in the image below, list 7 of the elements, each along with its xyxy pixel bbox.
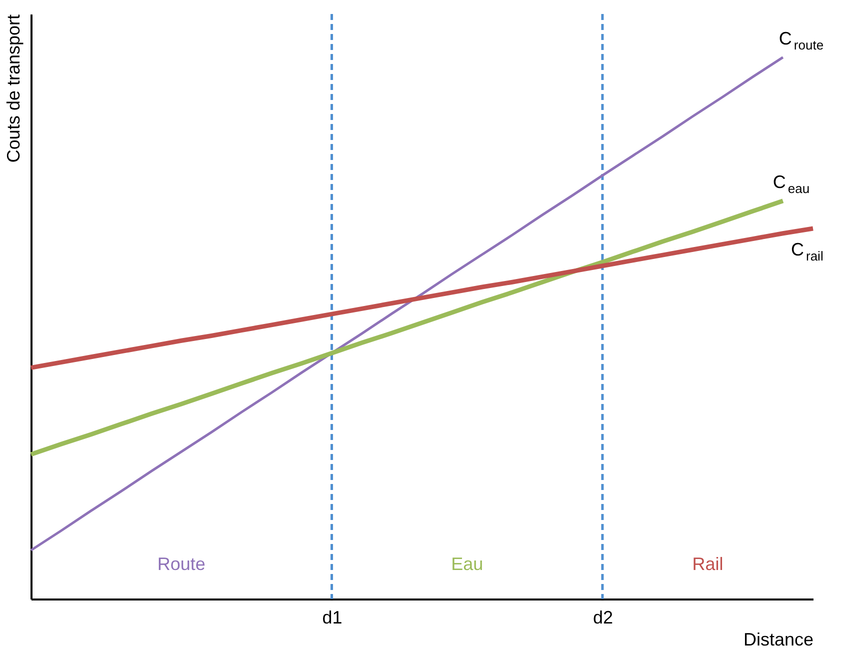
annotation: Eau bbox=[451, 554, 484, 574]
annotation: Rail bbox=[692, 554, 724, 574]
y-axis-title: Couts de transport bbox=[4, 14, 24, 163]
annotation: Route bbox=[157, 554, 206, 574]
x-tick-label: d1 bbox=[322, 608, 342, 628]
x-axis-title: Distance bbox=[743, 630, 814, 650]
x-tick-label: d2 bbox=[592, 608, 613, 628]
